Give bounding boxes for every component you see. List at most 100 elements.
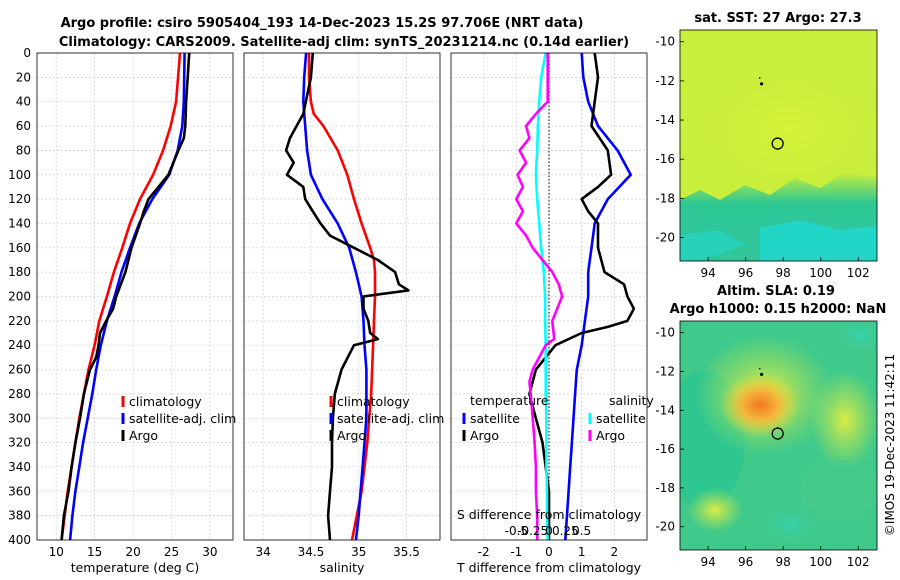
- lat-tick-label: -16: [655, 152, 675, 166]
- x-tick-label: -1: [510, 545, 522, 559]
- s-tick-label: 0.25: [552, 524, 579, 538]
- imos-watermark: ©IMOS 19-Dec-2023 11:42:11: [883, 354, 897, 536]
- x-tick-label: 10: [49, 545, 64, 559]
- y-tick-label: 120: [8, 192, 31, 206]
- lon-tick-label: 96: [738, 266, 753, 280]
- difference-series-temperature-satellite: [564, 52, 633, 541]
- temperature-series-satellite-adj-clim: [68, 52, 186, 541]
- temperature-series-argo: [60, 52, 191, 541]
- x-tick-label: -2: [478, 545, 490, 559]
- y-tick-label: 280: [8, 387, 31, 401]
- x-tick-label: 1: [578, 545, 586, 559]
- x-tick-label: 15: [87, 545, 102, 559]
- x-tick-label: 2: [611, 545, 619, 559]
- lon-tick-label: 98: [776, 266, 791, 280]
- lon-tick-label: 94: [701, 555, 716, 569]
- difference-panel: -2 -1 0 1 2T difference from climatology S di…: [450, 52, 654, 575]
- argo-location-marker: [771, 137, 784, 150]
- y-tick-label: 0: [23, 46, 31, 60]
- x-tick-label: 35.5: [393, 545, 420, 559]
- difference-legend-salinity: salinity satellite Argo: [588, 393, 654, 443]
- y-tick-label: 300: [8, 411, 31, 425]
- y-tick-label: 100: [8, 168, 31, 182]
- y-tick-label: 360: [8, 484, 31, 498]
- sst-map-panel: sat. SST: 27 Argo: 27.3 94 96 98 100 102 -10 -…: [655, 11, 878, 280]
- island-marker: [758, 367, 761, 370]
- lat-tick-label: -12: [655, 74, 675, 88]
- lat-tick-label: -12: [655, 364, 675, 378]
- legend-label: satellite-adj. clim: [129, 411, 236, 426]
- difference-series-salinity-satellite: [534, 52, 549, 541]
- salinity-panel: 34 34.5 35 35.5 salinity climatology satellite…: [243, 52, 444, 575]
- temperature-frame: [36, 52, 234, 541]
- x-tick-label: 34: [255, 545, 270, 559]
- x-tick-label: 34.5: [298, 545, 325, 559]
- lon-tick-label: 94: [701, 266, 716, 280]
- y-tick-label: 20: [16, 70, 31, 84]
- s-tick-label: 0.5: [572, 524, 591, 538]
- sla-map-title-line1: Altim. SLA: 0.19: [717, 284, 835, 299]
- sst-map-title: sat. SST: 27 Argo: 27.3: [694, 11, 861, 26]
- y-tick-label: 200: [8, 290, 31, 304]
- lat-tick-label: -20: [655, 520, 675, 534]
- lat-tick-label: -20: [655, 231, 675, 245]
- lat-tick-label: -10: [655, 326, 675, 340]
- legend-heading: temperature: [470, 393, 549, 408]
- lat-tick-label: -14: [655, 113, 675, 127]
- y-tick-label: 60: [16, 119, 31, 133]
- lat-tick-label: -10: [655, 35, 675, 49]
- salinity-frame: [243, 52, 441, 541]
- lon-tick-label: 100: [809, 555, 832, 569]
- difference-xlabel: T difference from climatology: [456, 560, 642, 575]
- sla-map-axes: 94 96 98 100 102 -10 -12 -14 -16 -18 -20: [655, 326, 869, 569]
- salinity-xlabel: salinity: [320, 560, 365, 575]
- lat-tick-label: -14: [655, 403, 675, 417]
- salinity-series-climatology: [307, 53, 377, 541]
- y-tick-label: 260: [8, 363, 31, 377]
- y-tick-label: 380: [8, 509, 31, 523]
- y-tick-label: 340: [8, 460, 31, 474]
- sla-map-panel: Altim. SLA: 0.19 Argo h1000: 0.15 h2000:…: [655, 284, 887, 569]
- legend-label: climatology: [129, 394, 202, 409]
- difference-frame: [450, 52, 648, 541]
- figure-title-line2: Climatology: CARS2009. Satellite-adj cli…: [59, 35, 629, 50]
- s-tick-label: -0.25: [517, 524, 548, 538]
- lat-tick-label: -18: [655, 191, 675, 205]
- sla-map-frame: [679, 320, 878, 551]
- y-tick-label: 160: [8, 241, 31, 255]
- s-tick-label: -0.5: [505, 524, 528, 538]
- sst-heatmap: [680, 30, 877, 261]
- difference-series-salinity-argo: [514, 53, 564, 540]
- sst-map-axes: 94 96 98 100 102 -10 -12 -14 -16 -18 -20: [655, 35, 869, 280]
- y-tick-label: 40: [16, 95, 31, 109]
- legend-label: satellite-adj. clim: [337, 411, 444, 426]
- sla-map-title-line2: Argo h1000: 0.15 h2000: NaN: [670, 302, 887, 317]
- legend-label: Argo: [337, 428, 366, 443]
- legend-heading: salinity: [609, 393, 654, 408]
- legend-label: satellite: [470, 411, 520, 426]
- argo-location-marker: [771, 427, 784, 440]
- lon-tick-label: 102: [847, 266, 870, 280]
- lon-tick-label: 102: [847, 555, 870, 569]
- island-marker: [760, 372, 764, 376]
- x-tick-label: 30: [202, 545, 217, 559]
- y-tick-label: 180: [8, 265, 31, 279]
- legend-label: satellite: [596, 411, 646, 426]
- lat-tick-label: -18: [655, 481, 675, 495]
- salinity-legend: climatology satellite-adj. clim Argo: [329, 394, 444, 443]
- difference-legend-temperature: temperature satellite Argo: [462, 393, 549, 443]
- difference-series-temperature-argo: [528, 52, 636, 540]
- island-marker: [760, 82, 764, 86]
- island-marker: [758, 77, 761, 79]
- y-tick-label: 220: [8, 314, 31, 328]
- x-tick-label: 25: [164, 545, 179, 559]
- sst-map-frame: [679, 29, 878, 262]
- s-difference-label: S difference from climatology: [457, 507, 642, 522]
- sla-heatmap: [680, 321, 877, 550]
- x-tick-label: 0: [545, 545, 553, 559]
- x-tick-label: 20: [125, 545, 140, 559]
- salinity-series-satellite-adj-clim: [301, 52, 368, 541]
- temperature-legend: climatology satellite-adj. clim Argo: [121, 394, 236, 443]
